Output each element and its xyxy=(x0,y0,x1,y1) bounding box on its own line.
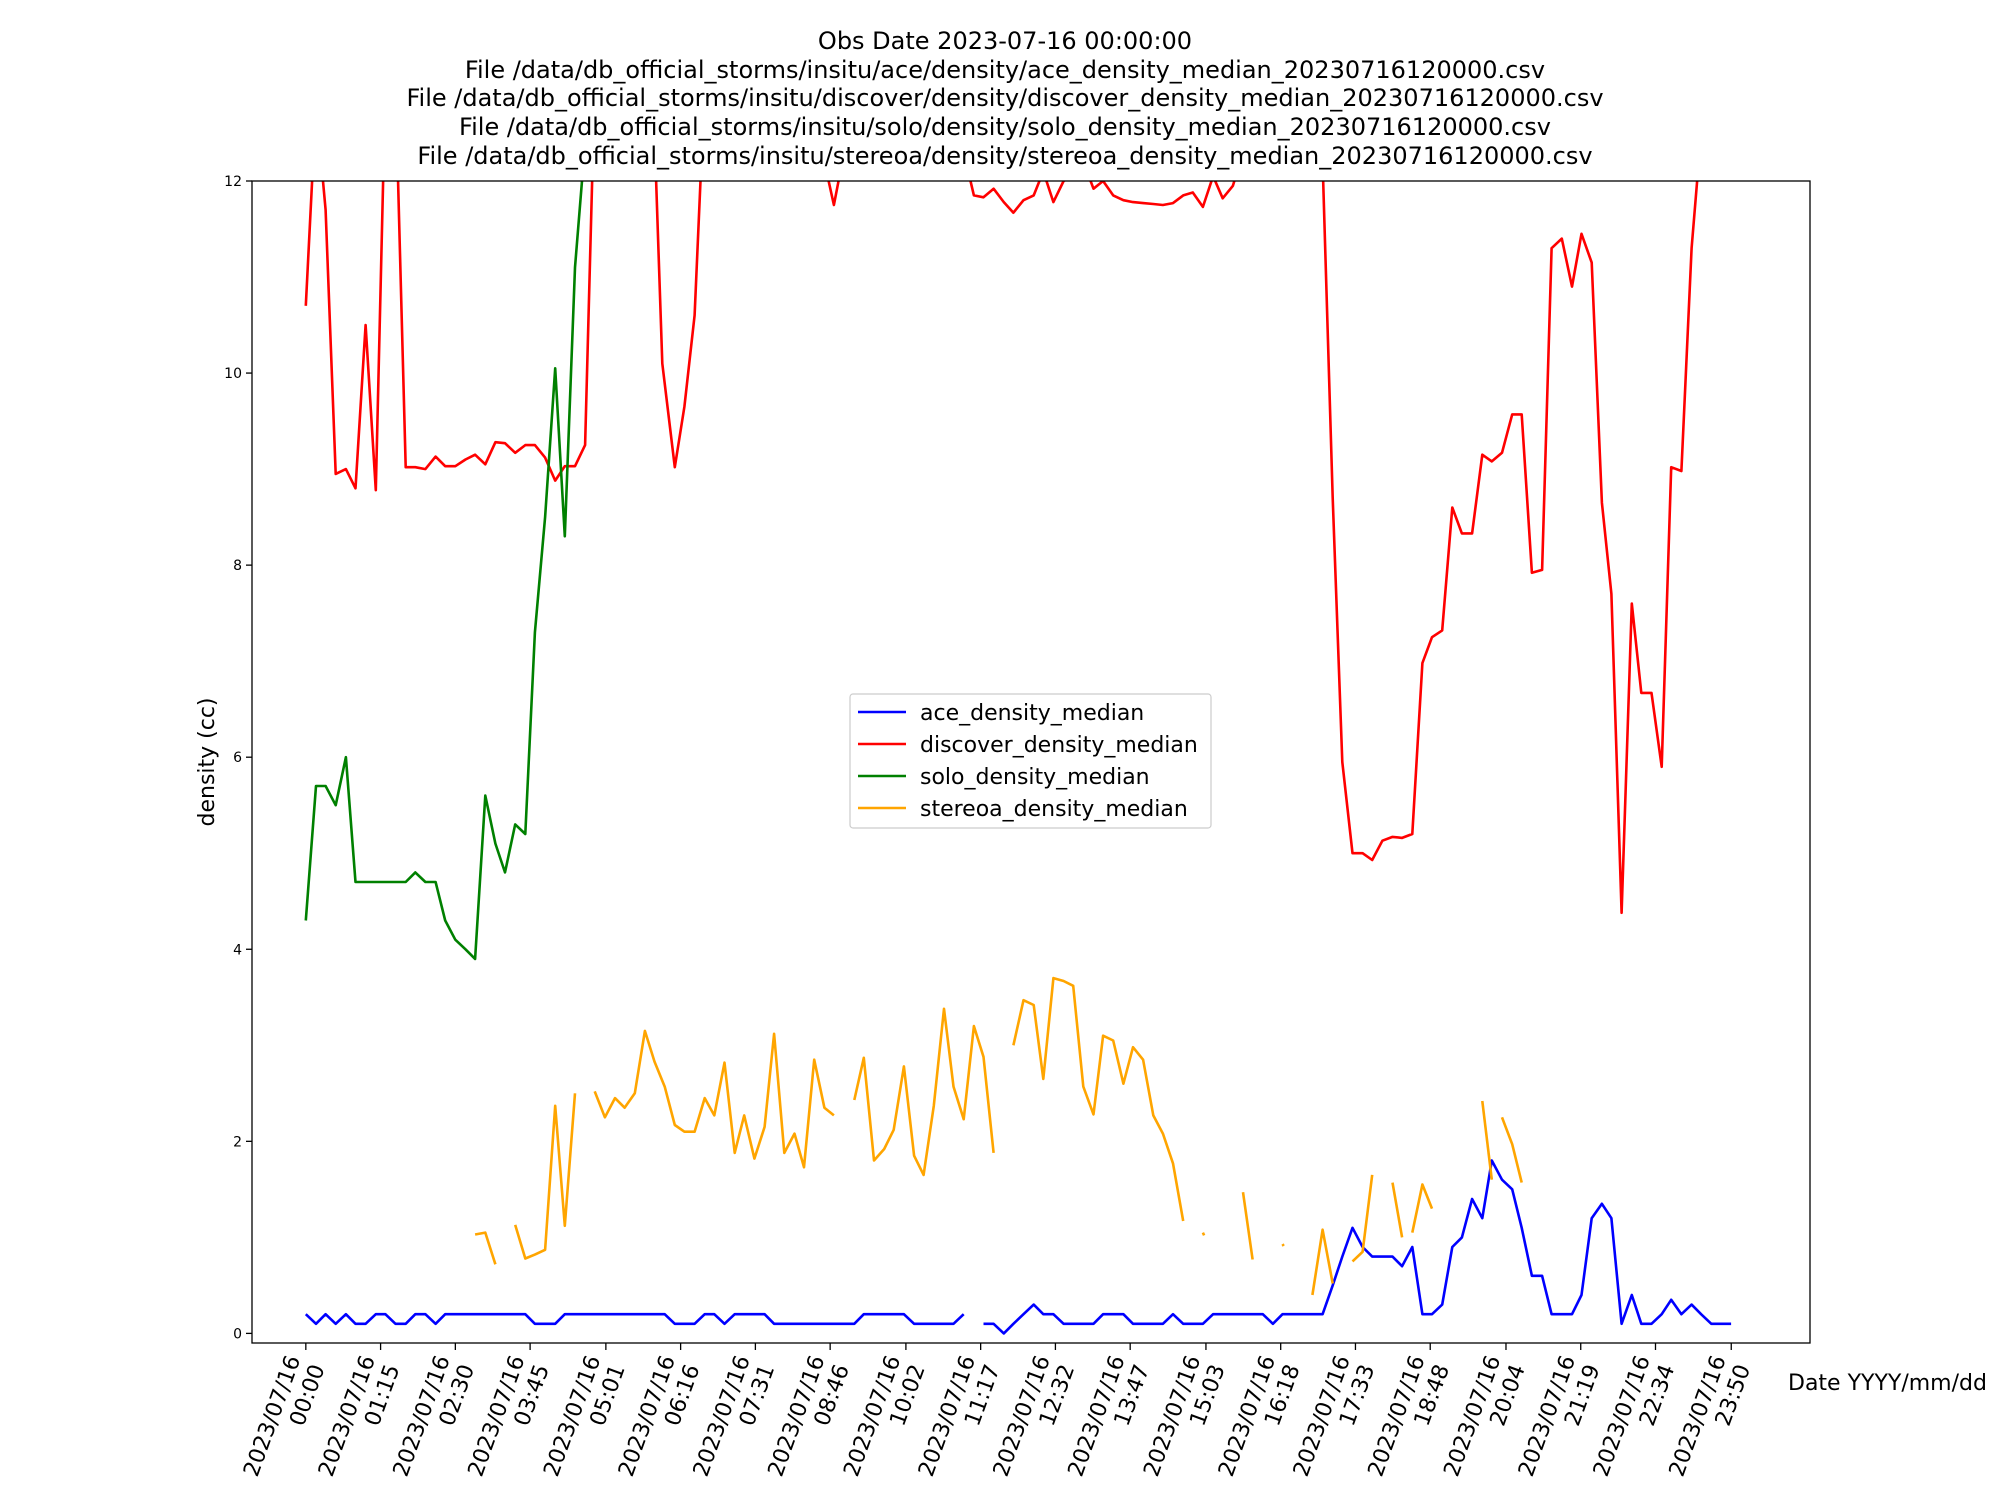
y-axis-label: density (cc) xyxy=(195,697,220,826)
legend-label-ace_density_median: ace_density_median xyxy=(920,701,1144,726)
series-line-stereoa_density_median-segment-10 xyxy=(1391,1182,1404,1238)
series-line-stereoa_density_median-segment-9 xyxy=(1351,1174,1374,1263)
y-tick-label-6: 12 xyxy=(224,174,242,190)
chart-title: Obs Date 2023-07-16 00:00:00 File /data/… xyxy=(406,27,1603,170)
series-line-ace_density_median-segment-0 xyxy=(304,1312,965,1326)
series-line-stereoa_density_median-segment-4 xyxy=(1012,976,1185,1222)
series-line-stereoa_density_median-segment-13 xyxy=(1500,1116,1523,1183)
series-line-solo_density_median-segment-0 xyxy=(304,181,584,961)
series-layer xyxy=(304,181,1732,1335)
y-tick-label-0: 0 xyxy=(233,1326,242,1342)
legend-label-stereoa_density_median: stereoa_density_median xyxy=(920,797,1188,822)
y-tick-label-5: 10 xyxy=(224,366,242,382)
y-tick-label-2: 4 xyxy=(233,942,242,958)
series-line-stereoa_density_median-segment-8 xyxy=(1311,1228,1334,1296)
title-line-discover-file: File /data/db_official_storms/insitu/dis… xyxy=(406,84,1603,112)
y-tick-label-1: 2 xyxy=(233,1134,242,1150)
x-axis: 2023/07/1600:002023/07/1601:152023/07/16… xyxy=(239,1343,1756,1480)
title-line-ace-file: File /data/db_official_storms/insitu/ace… xyxy=(465,56,1545,84)
legend-box xyxy=(849,693,1212,829)
series-line-stereoa_density_median-segment-6 xyxy=(1241,1192,1254,1260)
y-tick-label-3: 6 xyxy=(233,750,242,766)
legend-label-discover_density_median: discover_density_median xyxy=(920,733,1198,758)
series-line-stereoa_density_median-segment-12 xyxy=(1481,1100,1494,1180)
series-line-stereoa_density_median-segment-11 xyxy=(1411,1183,1434,1233)
title-line-stereoa-file: File /data/db_official_storms/insitu/ste… xyxy=(417,142,1592,170)
y-tick-label-4: 8 xyxy=(233,558,242,574)
legend: ace_density_median discover_density_media… xyxy=(849,693,1212,829)
title-line-solo-file: File /data/db_official_storms/insitu/sol… xyxy=(459,113,1551,141)
series-line-stereoa_density_median-segment-1 xyxy=(513,1093,577,1260)
series-line-discover_density_median-segment-0 xyxy=(304,181,1699,915)
plot-frame xyxy=(251,180,1811,1344)
series-line-stereoa_density_median-segment-7 xyxy=(1281,1243,1285,1247)
x-axis-label: Date YYYY/mm/dd xyxy=(1788,1371,1987,1396)
series-line-ace_density_median-segment-1 xyxy=(983,1159,1732,1335)
y-axis: 0 2 4 6 8 10 12 xyxy=(224,174,252,1342)
title-line-obs-date: Obs Date 2023-07-16 00:00:00 xyxy=(818,27,1192,55)
series-line-stereoa_density_median-segment-3 xyxy=(853,1007,995,1177)
series-line-stereoa_density_median-segment-2 xyxy=(593,1029,835,1169)
legend-label-solo_density_median: solo_density_median xyxy=(920,765,1150,790)
series-line-stereoa_density_median-segment-0 xyxy=(474,1231,497,1265)
series-line-stereoa_density_median-segment-5 xyxy=(1201,1232,1206,1236)
